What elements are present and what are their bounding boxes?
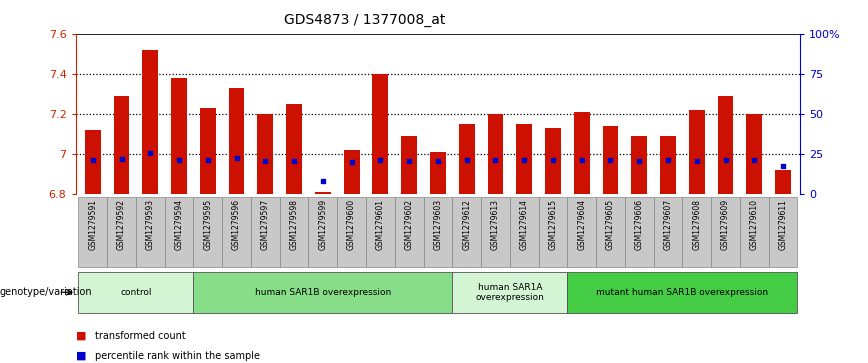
Bar [222, 197, 251, 268]
Text: GSM1279601: GSM1279601 [376, 199, 385, 250]
Bar [574, 113, 589, 194]
Text: GSM1279598: GSM1279598 [290, 199, 299, 250]
Bar [315, 192, 331, 194]
Text: GSM1279613: GSM1279613 [491, 199, 500, 250]
Text: GSM1279611: GSM1279611 [779, 199, 787, 250]
Bar [459, 125, 475, 194]
Text: GSM1279606: GSM1279606 [635, 199, 644, 250]
Bar [568, 197, 596, 268]
Text: GSM1279604: GSM1279604 [577, 199, 586, 250]
Bar [545, 129, 561, 194]
Bar [631, 136, 648, 194]
Text: GSM1279605: GSM1279605 [606, 199, 615, 250]
Bar [344, 150, 359, 194]
Bar [769, 197, 798, 268]
Bar [107, 197, 136, 268]
Text: GSM1279602: GSM1279602 [404, 199, 414, 250]
Bar [395, 197, 424, 268]
Text: human SAR1B overexpression: human SAR1B overexpression [254, 288, 391, 297]
Text: genotype/variation: genotype/variation [0, 287, 93, 297]
Bar [538, 197, 568, 268]
Bar [194, 272, 452, 313]
Bar [251, 197, 279, 268]
Text: GSM1279595: GSM1279595 [203, 199, 213, 250]
Text: GSM1279600: GSM1279600 [347, 199, 356, 250]
Text: GSM1279612: GSM1279612 [462, 199, 471, 250]
Text: GSM1279596: GSM1279596 [232, 199, 241, 250]
Bar [258, 114, 273, 194]
Bar [625, 197, 654, 268]
Bar [682, 197, 711, 268]
Bar [718, 97, 733, 194]
Text: GSM1279594: GSM1279594 [174, 199, 183, 250]
Bar [596, 197, 625, 268]
Text: GSM1279593: GSM1279593 [146, 199, 155, 250]
Bar [136, 197, 165, 268]
Text: GSM1279592: GSM1279592 [117, 199, 126, 250]
Text: GSM1279599: GSM1279599 [319, 199, 327, 250]
Text: mutant human SAR1B overexpression: mutant human SAR1B overexpression [596, 288, 768, 297]
Bar [481, 197, 510, 268]
Bar [338, 197, 366, 268]
Text: ■: ■ [76, 351, 86, 361]
Bar [602, 126, 618, 194]
Text: GDS4873 / 1377008_at: GDS4873 / 1377008_at [284, 13, 445, 27]
Text: GSM1279591: GSM1279591 [89, 199, 97, 250]
Bar [200, 109, 216, 194]
Text: control: control [120, 288, 152, 297]
Bar [740, 197, 769, 268]
Text: GSM1279615: GSM1279615 [549, 199, 557, 250]
Text: GSM1279597: GSM1279597 [261, 199, 270, 250]
Bar [171, 78, 187, 194]
Bar [78, 272, 194, 313]
Bar [165, 197, 194, 268]
Bar [452, 197, 481, 268]
Text: GSM1279610: GSM1279610 [750, 199, 759, 250]
Bar [516, 125, 532, 194]
Text: GSM1279603: GSM1279603 [433, 199, 443, 250]
Bar [660, 136, 676, 194]
Bar [711, 197, 740, 268]
Bar [366, 197, 395, 268]
Bar [746, 114, 762, 194]
Bar [568, 272, 798, 313]
Bar [286, 105, 302, 194]
Text: percentile rank within the sample: percentile rank within the sample [95, 351, 260, 361]
Bar [689, 110, 705, 194]
Bar [401, 136, 417, 194]
Text: human SAR1A
overexpression: human SAR1A overexpression [476, 282, 544, 302]
Bar [430, 152, 446, 194]
Bar [279, 197, 308, 268]
Bar [142, 50, 158, 194]
Text: GSM1279614: GSM1279614 [520, 199, 529, 250]
Bar [775, 170, 791, 194]
Bar [228, 89, 245, 194]
Bar [372, 74, 388, 194]
Bar [308, 197, 338, 268]
Bar [510, 197, 538, 268]
Text: ■: ■ [76, 331, 86, 341]
Text: GSM1279609: GSM1279609 [721, 199, 730, 250]
Text: GSM1279608: GSM1279608 [693, 199, 701, 250]
Bar [452, 272, 568, 313]
Bar [654, 197, 682, 268]
Text: GSM1279607: GSM1279607 [663, 199, 673, 250]
Bar [424, 197, 452, 268]
Bar [194, 197, 222, 268]
Bar [114, 97, 129, 194]
Text: transformed count: transformed count [95, 331, 186, 341]
Bar [85, 130, 101, 194]
Bar [78, 197, 107, 268]
Bar [488, 114, 503, 194]
